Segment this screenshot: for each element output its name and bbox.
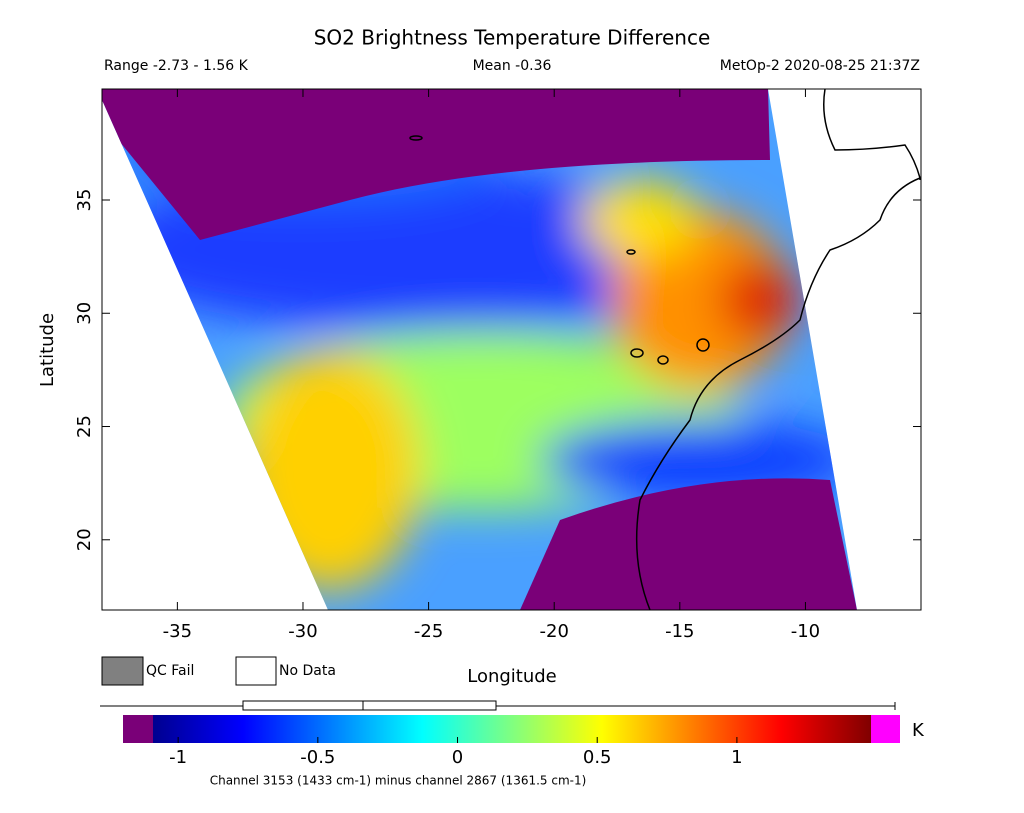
y-tick-label: 25	[74, 415, 95, 438]
x-tick-label: -20	[540, 621, 569, 642]
y-tick-label: 35	[74, 189, 95, 212]
colorbar-tick-label: 0	[452, 747, 463, 768]
plot-frame	[101, 88, 922, 611]
colorbar-tick-label: 0.5	[583, 747, 612, 768]
y-tick-label: 30	[74, 302, 95, 325]
islands	[409, 135, 710, 365]
qc-fail-swatch	[101, 656, 144, 686]
x-tick-label: -10	[791, 621, 820, 642]
source: MetOp-2 2020-08-25 21:37Z	[720, 58, 920, 74]
swath-image	[102, 89, 857, 610]
colorbar-unit: K	[912, 720, 925, 741]
no-data-label: No Data	[279, 663, 336, 679]
colorbar-tick-label: -0.5	[300, 747, 335, 768]
underflow-swatch	[123, 715, 153, 743]
y-axis-label: Latitude	[37, 313, 58, 387]
x-axis-label: Longitude	[467, 666, 557, 687]
range: Range -2.73 - 1.56 K	[104, 58, 249, 74]
no-data-swatch	[235, 656, 277, 686]
colorbar-tick-label: -1	[169, 747, 187, 768]
distribution-box	[100, 700, 896, 711]
qc-fail-label: QC Fail	[146, 663, 194, 679]
overflow-swatch	[871, 715, 900, 743]
mean: Mean -0.36	[473, 58, 552, 74]
x-tick-label: -15	[665, 621, 694, 642]
y-tick-label: 20	[74, 528, 95, 551]
coastline	[635, 88, 921, 611]
colorbar-tick-label: 1	[731, 747, 742, 768]
title: SO2 Brightness Temperature Difference	[314, 26, 711, 50]
x-tick-label: -30	[288, 621, 317, 642]
colorbar	[153, 715, 871, 743]
x-tick-label: -25	[414, 621, 443, 642]
x-tick-label: -35	[163, 621, 192, 642]
colorbar-caption: Channel 3153 (1433 cm-1) minus channel 2…	[210, 774, 587, 788]
